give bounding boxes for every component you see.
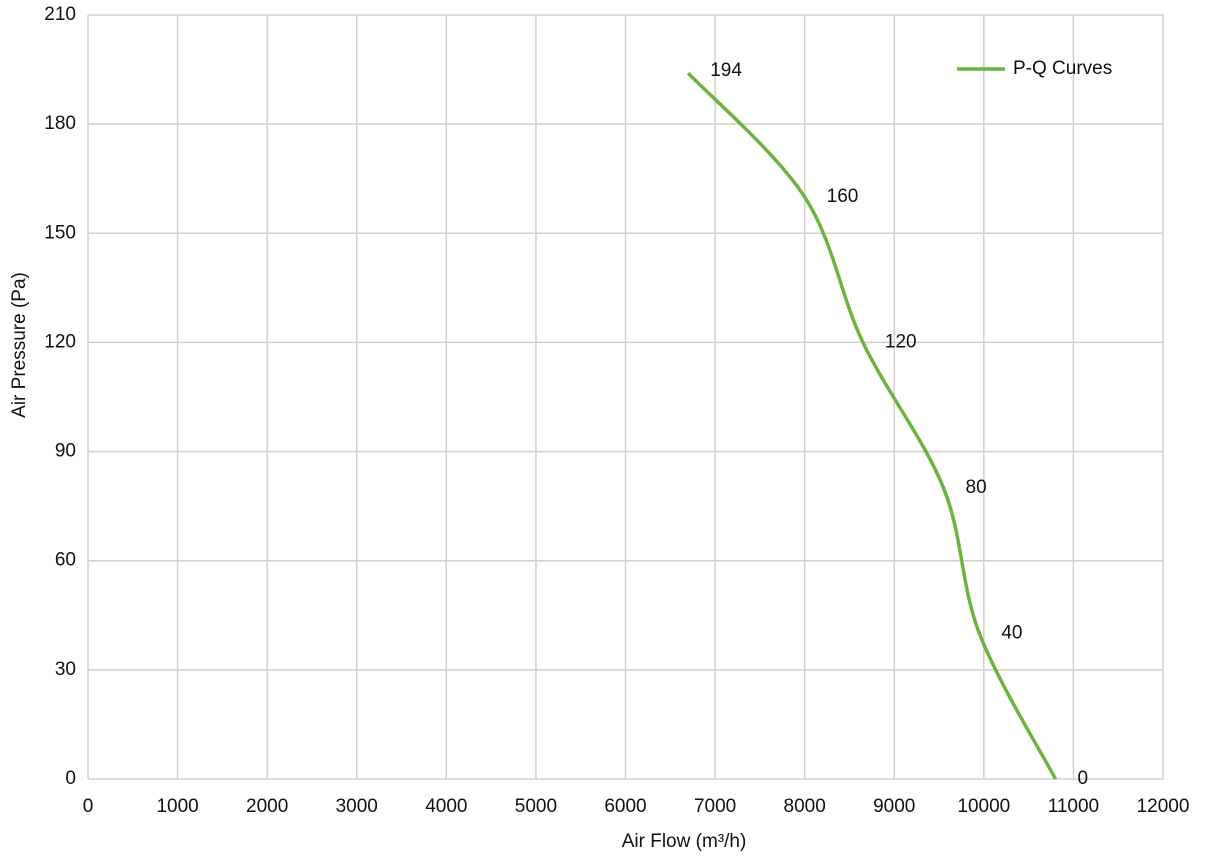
x-tick-label: 2000 <box>246 796 288 817</box>
y-axis-label: Air Pressure (Pa) <box>9 272 30 418</box>
x-tick-label: 7000 <box>694 796 736 817</box>
x-tick-label: 12000 <box>1137 796 1190 817</box>
line <box>686 72 1058 780</box>
data-label: 0 <box>1078 768 1089 789</box>
y-tick-label: 60 <box>55 550 76 571</box>
data-label: 40 <box>1001 622 1022 643</box>
x-tick-label: 4000 <box>425 796 467 817</box>
y-tick-label: 90 <box>55 441 76 462</box>
x-tick-label: 11000 <box>1048 796 1099 817</box>
x-tick-label: 0 <box>83 796 94 817</box>
data-label: 80 <box>966 477 987 498</box>
x-tick-label: 8000 <box>784 796 826 817</box>
y-tick-label: 210 <box>44 4 76 25</box>
data-label: 194 <box>710 60 742 81</box>
y-tick-label: 0 <box>65 768 76 789</box>
legend-label: P-Q Curves <box>1013 58 1112 79</box>
x-tick-label: 6000 <box>604 796 646 817</box>
y-tick-label: 150 <box>44 222 76 243</box>
x-tick-label: 3000 <box>336 796 378 817</box>
x-tick-label: 10000 <box>957 796 1010 817</box>
y-tick-label: 180 <box>44 113 76 134</box>
x-tick-label: 9000 <box>873 796 915 817</box>
y-tick-label: 120 <box>44 331 76 352</box>
x-axis-label: Air Flow (m³/h) <box>622 831 747 852</box>
y-tick-label: 30 <box>55 659 76 680</box>
data-label: 120 <box>885 331 917 352</box>
x-tick-label: 5000 <box>515 796 557 817</box>
x-tick-label: 1000 <box>156 796 198 817</box>
data-label: 160 <box>827 186 859 207</box>
